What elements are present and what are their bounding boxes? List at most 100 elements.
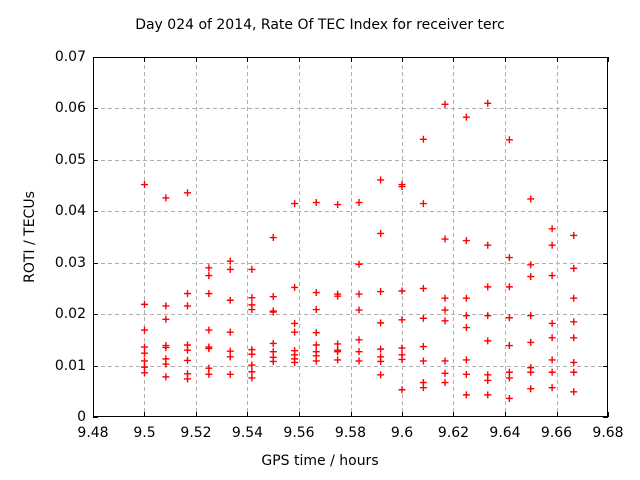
data-point-marker	[570, 231, 578, 239]
data-point-marker	[398, 355, 406, 363]
data-point-marker	[570, 388, 578, 396]
data-point-marker	[248, 294, 256, 302]
data-point-marker	[226, 257, 234, 265]
data-point-marker	[419, 314, 427, 322]
data-point-marker	[226, 265, 234, 273]
data-point-marker	[484, 283, 492, 291]
data-point-marker	[205, 290, 213, 298]
y-tick-label: 0.05	[54, 151, 86, 168]
data-point-marker	[398, 287, 406, 295]
y-tick-label: 0	[77, 409, 86, 425]
data-point-marker	[205, 370, 213, 378]
data-point-marker	[269, 339, 277, 347]
data-point-marker	[462, 294, 470, 302]
data-point-marker	[334, 348, 342, 356]
data-point-marker	[355, 306, 363, 314]
data-point-marker	[184, 290, 192, 298]
data-point-marker	[548, 241, 556, 249]
data-point-marker	[441, 294, 449, 302]
y-tick-label: 0.07	[54, 49, 86, 65]
data-point-marker	[548, 368, 556, 376]
x-tick-label: 9.6	[390, 425, 414, 441]
data-point-marker	[570, 318, 578, 326]
data-point-marker	[377, 176, 385, 184]
data-point-marker	[441, 357, 449, 365]
data-point-marker	[205, 272, 213, 280]
data-point-marker	[226, 370, 234, 378]
data-point-marker	[462, 312, 470, 320]
data-point-marker	[162, 194, 170, 202]
data-point-marker	[269, 293, 277, 301]
data-point-marker	[355, 336, 363, 344]
data-point-marker	[527, 312, 535, 320]
data-point-marker	[226, 328, 234, 336]
data-point-marker	[141, 369, 148, 377]
data-point-marker	[462, 370, 470, 378]
data-point-marker	[248, 350, 256, 358]
data-point-marker	[312, 329, 320, 337]
x-tick-label: 9.56	[283, 425, 315, 441]
data-point-marker	[527, 273, 535, 281]
data-point-marker	[527, 195, 535, 203]
data-point-marker	[162, 360, 170, 368]
data-point-marker	[570, 294, 578, 302]
x-tick-label: 9.5	[133, 425, 156, 441]
data-point-marker	[462, 237, 470, 245]
data-point-marker	[269, 234, 277, 242]
data-point-marker	[184, 302, 192, 310]
data-point-marker	[570, 358, 578, 366]
x-tick-label: 9.58	[334, 425, 367, 441]
data-point-marker	[441, 317, 449, 325]
data-point-marker	[527, 338, 535, 346]
x-tick-label: 9.64	[489, 425, 521, 441]
data-point-marker	[334, 340, 342, 348]
data-point-marker	[377, 229, 385, 237]
data-point-marker	[334, 201, 342, 209]
data-point-marker	[312, 199, 320, 207]
data-point-marker	[398, 344, 406, 352]
data-point-marker	[248, 265, 256, 273]
data-point-marker	[141, 349, 148, 357]
data-point-marker	[462, 356, 470, 364]
data-point-marker	[162, 373, 170, 381]
data-point-marker	[570, 334, 578, 342]
x-tick-label: 9.66	[540, 425, 573, 441]
data-point-marker	[141, 181, 148, 189]
data-point-marker	[377, 319, 385, 327]
data-point-marker	[484, 312, 492, 320]
data-point-marker	[548, 272, 556, 280]
data-point-marker	[162, 302, 170, 310]
y-tick-label: 0.06	[54, 100, 86, 117]
data-point-marker	[462, 324, 470, 332]
chart-title: Day 024 of 2014, Rate Of TEC Index for r…	[135, 17, 505, 33]
data-point-marker	[527, 261, 535, 269]
data-point-marker	[355, 199, 363, 207]
data-point-marker	[505, 342, 513, 350]
data-point-marker	[505, 283, 513, 291]
data-point-marker	[484, 241, 492, 249]
data-point-marker	[419, 200, 427, 208]
data-point-marker	[248, 306, 256, 314]
data-point-marker	[141, 357, 148, 365]
data-point-marker	[548, 334, 556, 342]
data-point-marker	[355, 290, 363, 298]
data-point-marker	[441, 235, 449, 243]
x-tick-label: 9.48	[77, 425, 109, 441]
data-point-marker	[548, 384, 556, 392]
data-point-marker	[505, 394, 513, 402]
data-point-marker	[184, 346, 192, 354]
data-point-marker	[291, 200, 299, 208]
data-point-marker	[291, 328, 299, 336]
data-point-marker	[570, 368, 578, 376]
data-point-marker	[269, 357, 277, 365]
data-point-marker	[141, 300, 148, 308]
x-tick-label: 9.68	[592, 425, 624, 441]
data-point-marker	[462, 113, 470, 121]
x-tick-label: 9.54	[231, 425, 264, 441]
data-point-marker	[312, 357, 320, 365]
x-axis-label: GPS time / hours	[261, 453, 379, 469]
x-tick-label: 9.52	[180, 425, 212, 441]
data-point-marker	[548, 319, 556, 327]
plot-border	[93, 57, 608, 417]
